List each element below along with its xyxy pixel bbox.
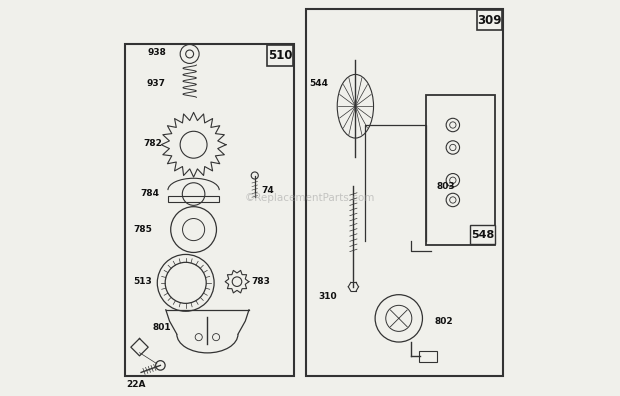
Text: 513: 513 bbox=[133, 277, 152, 286]
Bar bbox=[267, 45, 293, 66]
Text: ©ReplacementParts.com: ©ReplacementParts.com bbox=[245, 193, 375, 203]
Text: 548: 548 bbox=[471, 230, 494, 240]
Text: 782: 782 bbox=[143, 139, 162, 148]
Text: 74: 74 bbox=[262, 187, 275, 195]
Text: 544: 544 bbox=[309, 79, 328, 88]
Bar bbox=[306, 9, 503, 375]
Text: 802: 802 bbox=[434, 317, 453, 326]
Text: 803: 803 bbox=[436, 182, 455, 190]
Text: 938: 938 bbox=[147, 48, 166, 57]
Text: 784: 784 bbox=[140, 189, 159, 198]
Bar bbox=[427, 95, 495, 246]
Text: 309: 309 bbox=[477, 13, 502, 27]
Text: 785: 785 bbox=[133, 225, 152, 234]
Text: 801: 801 bbox=[153, 323, 171, 332]
Text: 937: 937 bbox=[147, 79, 166, 88]
Text: 310: 310 bbox=[318, 292, 337, 301]
Text: 783: 783 bbox=[252, 277, 270, 286]
Bar bbox=[419, 351, 436, 362]
Bar bbox=[470, 225, 495, 244]
Bar bbox=[125, 44, 294, 375]
Bar bbox=[168, 196, 219, 202]
Text: 22A: 22A bbox=[126, 380, 145, 389]
Bar bbox=[477, 10, 502, 30]
Text: 510: 510 bbox=[268, 49, 293, 62]
